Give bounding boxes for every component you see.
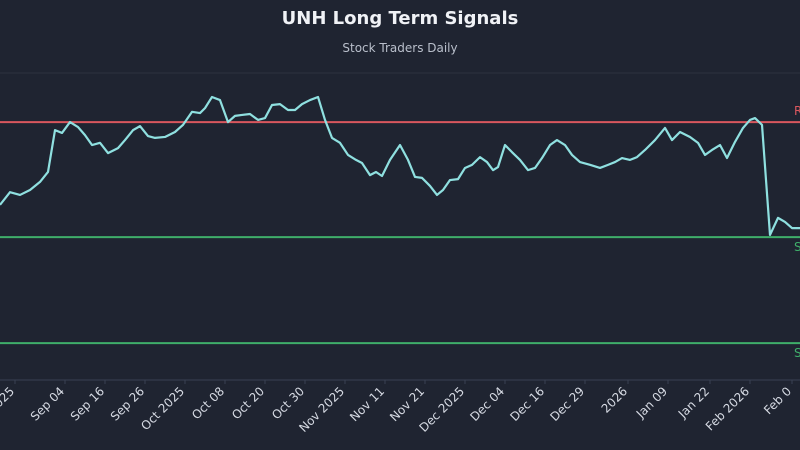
level-label: Resis <box>794 104 800 118</box>
price-line <box>0 95 800 237</box>
level-label: S <box>794 346 800 360</box>
level-label: S <box>794 240 800 254</box>
chart-subtitle: Stock Traders Daily <box>342 41 457 55</box>
chart-title: UNH Long Term Signals <box>282 8 519 29</box>
